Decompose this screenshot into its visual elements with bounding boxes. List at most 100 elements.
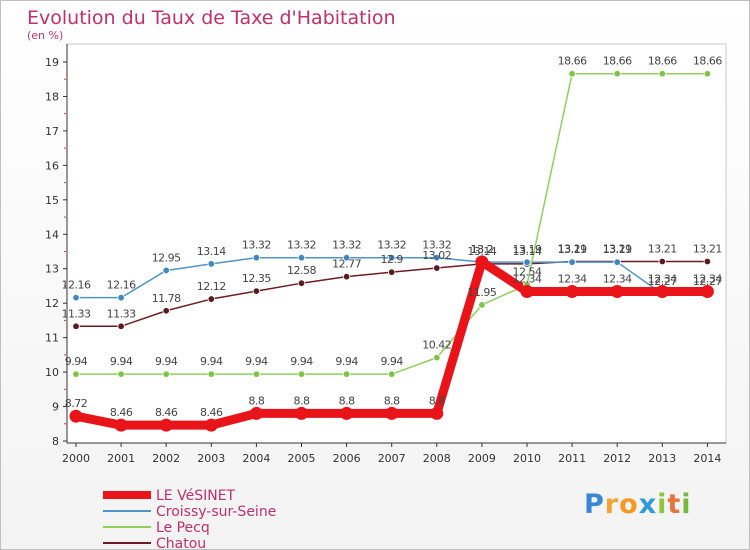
data-label: 12.12 (197, 280, 226, 293)
y-tick-label: 8 (52, 435, 59, 448)
x-tick-label: 2008 (423, 452, 451, 465)
data-point (252, 287, 261, 295)
legend-label: LE VéSINET (156, 488, 236, 504)
x-tick-label: 2007 (378, 452, 406, 465)
data-label: 9.94 (290, 355, 313, 368)
data-label: 11.78 (152, 292, 181, 305)
data-label: 8.8 (248, 394, 264, 407)
data-label: 12.77 (332, 258, 361, 271)
proxiti-logo: Proxiti (584, 489, 692, 520)
data-label: 13.32 (332, 239, 361, 252)
data-point (703, 70, 712, 78)
legend-label: Chatou (156, 536, 206, 549)
data-point (388, 370, 396, 378)
data-point (207, 260, 215, 268)
data-label: 12.34 (558, 272, 587, 285)
data-label: 9.94 (110, 355, 133, 368)
data-label: 13.14 (197, 245, 226, 258)
data-label: 8.46 (110, 406, 133, 419)
data-point (117, 370, 125, 378)
legend-label: Le Pecq (156, 520, 210, 536)
data-point (72, 293, 80, 302)
data-label: 12.34 (648, 272, 677, 285)
y-tick-label: 11 (45, 332, 59, 345)
data-label: 13.32 (422, 239, 451, 252)
logo-letter: P (584, 489, 605, 520)
data-label: 13.21 (603, 242, 632, 255)
data-label: 12.34 (513, 272, 542, 285)
data-point (342, 254, 351, 262)
data-point (207, 370, 215, 378)
data-label: 18.66 (648, 55, 677, 68)
logo-letter: i (657, 489, 668, 520)
data-label: 8.46 (155, 406, 178, 419)
data-point (252, 254, 261, 262)
data-label: 9.94 (245, 355, 268, 368)
data-point (655, 284, 669, 298)
data-label: 13.32 (287, 239, 316, 252)
data-label: 12.35 (242, 272, 271, 285)
data-label: 9.94 (380, 355, 403, 368)
data-label: 12.95 (152, 251, 181, 264)
data-label: 12.34 (693, 272, 722, 285)
data-point (700, 284, 714, 298)
data-point (69, 409, 83, 423)
data-point (475, 255, 489, 269)
x-tick-label: 2004 (242, 452, 270, 465)
data-label: 10.42 (422, 339, 451, 352)
logo-letter: o (619, 489, 639, 520)
x-tick-label: 2009 (468, 452, 496, 465)
y-tick-label: 9 (52, 401, 59, 414)
data-label: 18.66 (693, 55, 722, 68)
x-tick-label: 2012 (603, 452, 631, 465)
data-point (114, 418, 128, 432)
x-tick-label: 2003 (197, 452, 225, 465)
chart-subtitle: (en %) (27, 29, 64, 42)
data-point (388, 268, 396, 276)
y-tick-label: 16 (45, 159, 59, 172)
data-point (523, 258, 531, 266)
x-tick-label: 2010 (513, 452, 541, 465)
data-point (703, 257, 712, 266)
data-point (342, 370, 351, 378)
chart-title: Evolution du Taux de Taxe d'Habitation (27, 7, 396, 29)
data-label: 9.94 (335, 355, 358, 368)
data-label: 12.54 (513, 266, 542, 279)
data-point (249, 406, 263, 420)
data-point (613, 258, 621, 266)
data-point (204, 418, 218, 432)
data-point (433, 254, 441, 262)
logo-letter: r (604, 489, 620, 520)
data-point (520, 284, 534, 298)
y-tick-label: 14 (45, 228, 59, 241)
data-point (658, 257, 666, 266)
data-label: 8.8 (384, 394, 400, 407)
data-label: 8.8 (294, 394, 310, 407)
data-label: 13.2 (471, 243, 494, 256)
x-tick-label: 2000 (62, 452, 90, 465)
data-label: 8.8 (339, 394, 355, 407)
data-point (613, 70, 621, 78)
data-label: 12.58 (287, 264, 316, 277)
data-label: 11.33 (62, 307, 91, 320)
x-tick-label: 2005 (288, 452, 316, 465)
data-point (162, 370, 170, 378)
data-label: 13.21 (648, 242, 677, 255)
data-point (433, 264, 441, 272)
data-label: 13.14 (467, 245, 496, 258)
x-tick-label: 2006 (333, 452, 361, 465)
data-label: 13.14 (513, 245, 542, 258)
data-point (385, 406, 399, 420)
x-tick-label: 2014 (693, 452, 721, 465)
logo-letter: t (667, 489, 682, 520)
data-point (72, 322, 80, 330)
data-point (433, 353, 441, 362)
data-point (297, 370, 306, 378)
data-point (565, 284, 579, 298)
data-label: 13.19 (558, 243, 587, 256)
data-label: 13.32 (242, 239, 271, 252)
data-point (658, 70, 666, 78)
data-point (340, 406, 354, 420)
y-tick-label: 15 (45, 194, 59, 207)
